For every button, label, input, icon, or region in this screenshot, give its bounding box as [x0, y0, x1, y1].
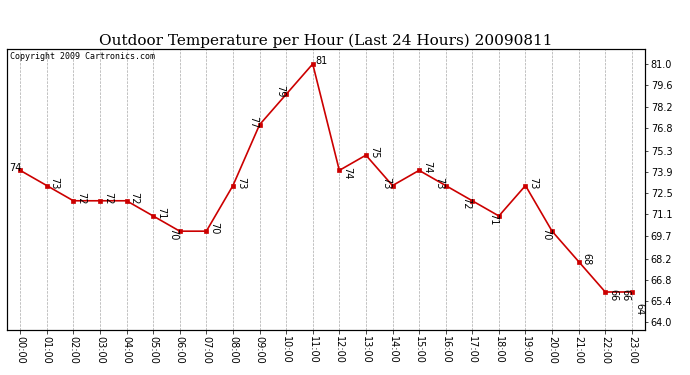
Text: 73: 73	[50, 177, 59, 189]
Text: 71: 71	[156, 207, 166, 219]
Text: 64: 64	[635, 303, 644, 315]
Text: 68: 68	[582, 253, 591, 265]
Text: 74: 74	[9, 163, 21, 172]
Text: 79: 79	[275, 86, 285, 98]
Text: 75: 75	[368, 146, 379, 159]
Title: Outdoor Temperature per Hour (Last 24 Hours) 20090811: Outdoor Temperature per Hour (Last 24 Ho…	[99, 33, 553, 48]
Text: 73: 73	[435, 177, 444, 189]
Text: 74: 74	[342, 167, 352, 179]
Text: 72: 72	[461, 197, 471, 210]
Text: 70: 70	[209, 222, 219, 235]
Text: 81: 81	[315, 56, 328, 66]
Text: 72: 72	[103, 192, 112, 204]
Text: 66: 66	[608, 289, 618, 301]
Text: 77: 77	[248, 116, 259, 128]
Text: Copyright 2009 Cartronics.com: Copyright 2009 Cartronics.com	[10, 52, 155, 60]
Text: 74: 74	[422, 161, 432, 174]
Text: 70: 70	[168, 228, 179, 240]
Text: 71: 71	[488, 213, 497, 225]
Text: 66: 66	[621, 289, 631, 301]
Text: 73: 73	[236, 177, 246, 189]
Text: 72: 72	[129, 192, 139, 204]
Text: 72: 72	[76, 192, 86, 204]
Text: 73: 73	[382, 177, 391, 189]
Text: 73: 73	[529, 177, 538, 189]
Text: 70: 70	[541, 228, 551, 240]
